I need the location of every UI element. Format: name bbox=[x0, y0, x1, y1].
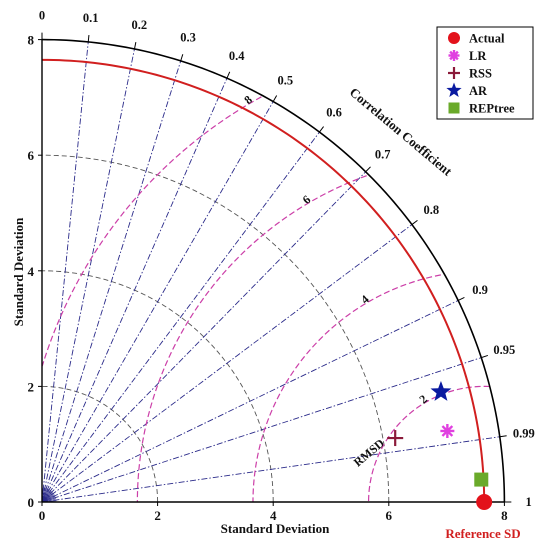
rmsd-label-4: 4 bbox=[358, 292, 372, 307]
rmsd-caption: RMSD bbox=[351, 436, 387, 470]
x-tick-label-8: 8 bbox=[501, 508, 508, 523]
legend-marker-lr bbox=[448, 50, 460, 61]
y-tick-label-8: 8 bbox=[28, 33, 35, 48]
rmsd-contour-8 bbox=[41, 96, 262, 367]
corr-tick-mark bbox=[457, 296, 465, 301]
corr-line-0.99 bbox=[41, 436, 500, 503]
reference-sd-label: Reference SD bbox=[445, 526, 520, 541]
corr-line-0.3 bbox=[41, 60, 182, 503]
y-tick-label-0: 0 bbox=[28, 495, 35, 510]
sd-arc-4 bbox=[41, 270, 274, 503]
corr-tick-mark bbox=[411, 219, 418, 225]
outer-arc bbox=[41, 38, 506, 503]
legend: Actual LR RSS AR REPtree bbox=[436, 26, 534, 120]
y-axis-title: Standard Deviation bbox=[11, 217, 26, 326]
legend-marker-ar-shape bbox=[446, 82, 462, 97]
corr-line-0.2 bbox=[41, 48, 135, 503]
corr-tick-mark bbox=[499, 435, 507, 438]
data-point-ar-shape bbox=[430, 380, 452, 401]
x-axis-title: Standard Deviation bbox=[221, 521, 330, 536]
rmsd-label-8: 8 bbox=[241, 92, 255, 107]
corr-tick-label-0.4: 0.4 bbox=[229, 49, 245, 63]
corr-line-0.7 bbox=[41, 171, 367, 503]
legend-label-lr: LR bbox=[469, 49, 487, 63]
corr-tick-label-0.6: 0.6 bbox=[326, 106, 342, 120]
legend-marker-reptree-shape bbox=[448, 102, 460, 114]
legend-label-actual: Actual bbox=[469, 32, 505, 46]
corr-line-0.4 bbox=[41, 78, 228, 503]
corr-tick-label-0.7: 0.7 bbox=[375, 147, 391, 161]
legend-marker-actual-shape bbox=[448, 32, 460, 44]
legend-label-ar: AR bbox=[469, 84, 488, 98]
corr-tick-label-0.1: 0.1 bbox=[83, 11, 99, 25]
legend-marker-actual bbox=[448, 32, 460, 44]
corr-tick-mark bbox=[365, 166, 371, 173]
corr-tick-label-0.2: 0.2 bbox=[132, 18, 148, 32]
rmsd-label-2: 2 bbox=[416, 392, 430, 407]
data-point-reptree-shape bbox=[474, 472, 489, 487]
corr-tick-label-0.5: 0.5 bbox=[278, 74, 294, 88]
marks-layer bbox=[387, 380, 493, 510]
corr-tick-mark bbox=[133, 42, 137, 50]
data-point-reptree bbox=[474, 472, 489, 487]
data-point-rss bbox=[387, 430, 404, 447]
legend-marker-ar bbox=[446, 82, 462, 97]
legend-marker-lr-shape-spoke bbox=[449, 50, 459, 61]
rmsd-label-6: 6 bbox=[300, 192, 314, 207]
corr-tick-mark bbox=[481, 354, 489, 359]
data-point-lr-shape-spoke bbox=[441, 425, 454, 437]
legend-marker-reptree bbox=[448, 102, 460, 114]
legend-marker-rss bbox=[448, 67, 460, 79]
corr-tick-label-0: 0 bbox=[39, 8, 45, 22]
data-point-ar bbox=[430, 380, 452, 401]
legend-label-reptree: REPtree bbox=[469, 102, 515, 116]
y-tick-label-6: 6 bbox=[28, 148, 35, 163]
rmsd-contour-4 bbox=[252, 274, 441, 503]
x-tick-label-4: 4 bbox=[270, 508, 277, 523]
corr-tick-mark bbox=[272, 95, 278, 102]
corr-line-0.1 bbox=[41, 41, 89, 503]
corr-tick-label-0.9: 0.9 bbox=[472, 283, 488, 297]
corr-tick-label-0.3: 0.3 bbox=[180, 31, 196, 45]
corr-line-0.8 bbox=[41, 224, 413, 503]
corr-tick-label-0.95: 0.95 bbox=[493, 343, 515, 357]
corr-tick-label-0.8: 0.8 bbox=[424, 203, 440, 217]
sd-arc-6 bbox=[41, 154, 390, 503]
data-point-actual bbox=[476, 494, 493, 510]
corr-tick-label-1: 1 bbox=[526, 495, 532, 509]
y-tick-label-2: 2 bbox=[28, 379, 35, 394]
corr-tick-mark bbox=[226, 71, 231, 79]
corr-line-0.95 bbox=[41, 357, 482, 503]
data-point-actual-shape bbox=[476, 494, 493, 510]
corr-tick-mark bbox=[87, 34, 90, 42]
legend-label-rss: RSS bbox=[469, 67, 492, 81]
y-tick-label-4: 4 bbox=[28, 264, 35, 279]
x-tick-label-0: 0 bbox=[39, 508, 46, 523]
corr-line-0.9 bbox=[41, 300, 459, 503]
x-tick-label-6: 6 bbox=[386, 508, 393, 523]
rmsd-contour-6 bbox=[136, 175, 367, 503]
corr-line-0.5 bbox=[41, 101, 274, 503]
reference-sd-arc bbox=[41, 58, 486, 503]
rmsd-contour-2 bbox=[367, 385, 490, 503]
corr-tick-label-0.99: 0.99 bbox=[513, 426, 535, 440]
x-tick-label-2: 2 bbox=[154, 508, 161, 523]
corr-line-0.6 bbox=[41, 131, 320, 503]
corr-tick-mark bbox=[319, 126, 325, 133]
data-point-lr bbox=[440, 423, 455, 438]
corr-tick-mark bbox=[180, 54, 184, 62]
sd-arc-2 bbox=[41, 385, 159, 503]
